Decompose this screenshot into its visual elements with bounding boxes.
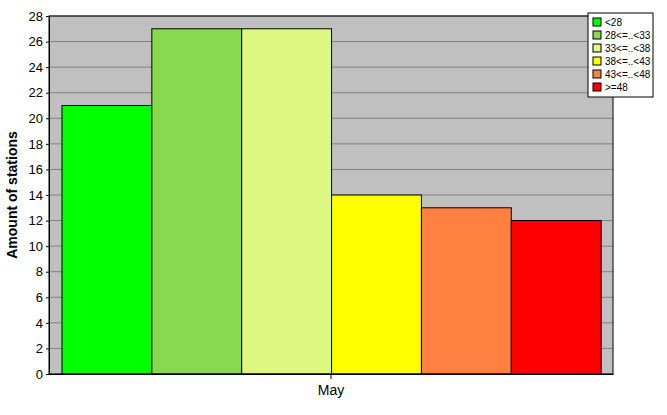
y-tick-label: 24	[29, 60, 43, 75]
legend: <28 28<=..<33 33<=..<38 38<=..<43 43<=..<48 >…	[588, 13, 653, 97]
y-tick-mark	[46, 323, 49, 324]
y-tick-label: 14	[29, 188, 43, 203]
legend-label: 33<=..<38	[605, 43, 651, 54]
y-tick-mark	[46, 16, 49, 17]
y-tick-mark	[46, 67, 49, 68]
legend-label: 28<=..<33	[605, 30, 651, 41]
x-tick-label: May	[318, 382, 344, 398]
y-tick-label: 6	[36, 290, 43, 305]
y-tick-label: 12	[29, 213, 43, 228]
y-tick-mark	[46, 118, 49, 119]
legend-label: 38<=..<43	[605, 56, 651, 67]
legend-label: >=48	[605, 82, 628, 93]
y-tick-label: 0	[36, 367, 43, 382]
y-tick-label: 8	[36, 264, 43, 279]
legend-swatch	[593, 70, 601, 78]
legend-swatch	[593, 18, 601, 26]
y-tick-mark	[46, 374, 49, 375]
legend-swatch	[593, 57, 601, 65]
y-tick-label: 10	[29, 239, 43, 254]
legend-box	[588, 13, 653, 97]
y-tick: 22	[29, 85, 49, 100]
y-tick-label: 26	[29, 34, 43, 49]
legend-item: 43<=..<48	[593, 69, 651, 80]
bar	[242, 29, 332, 374]
legend-label: <28	[605, 17, 622, 28]
chart: 0246810121416182022242628MayAmount of st…	[0, 0, 667, 415]
y-tick-mark	[46, 144, 49, 145]
y-tick: 6	[36, 290, 49, 305]
y-tick-mark	[46, 297, 49, 298]
y-tick: 2	[36, 341, 49, 356]
y-tick-label: 18	[29, 137, 43, 152]
legend-item: >=48	[593, 82, 628, 93]
y-tick: 12	[29, 213, 49, 228]
y-tick: 28	[29, 9, 49, 24]
plot-frame	[49, 16, 613, 374]
y-tick-mark	[46, 42, 49, 43]
y-tick-mark	[46, 93, 49, 94]
bar	[421, 208, 511, 374]
y-tick-mark	[46, 221, 49, 222]
y-tick-label: 28	[29, 9, 43, 24]
legend-item: 33<=..<38	[593, 43, 651, 54]
legend-item: <28	[593, 17, 622, 28]
plot-background	[49, 16, 613, 374]
y-tick: 24	[29, 60, 49, 75]
y-tick-mark	[46, 272, 49, 273]
y-tick: 26	[29, 34, 49, 49]
y-axis: 0246810121416182022242628	[29, 9, 50, 382]
y-axis-title: Amount of stations	[4, 131, 20, 259]
y-tick-label: 20	[29, 111, 43, 126]
bar	[62, 106, 152, 375]
plot: 0246810121416182022242628May	[29, 9, 614, 399]
y-tick-mark	[46, 348, 49, 349]
x-tick: May	[318, 374, 344, 398]
legend-swatch	[593, 44, 601, 52]
y-tick: 0	[36, 367, 49, 382]
bar	[152, 29, 242, 374]
y-tick-mark	[46, 195, 49, 196]
bars	[62, 29, 601, 374]
legend-swatch	[593, 83, 601, 91]
y-tick-label: 2	[36, 341, 43, 356]
legend-item: 38<=..<43	[593, 56, 651, 67]
y-tick: 14	[29, 188, 49, 203]
grid	[49, 16, 613, 374]
bar	[511, 221, 601, 374]
y-tick: 4	[36, 316, 49, 331]
legend-label: 43<=..<48	[605, 69, 651, 80]
y-tick: 18	[29, 137, 49, 152]
legend-item: 28<=..<33	[593, 30, 651, 41]
y-tick: 20	[29, 111, 49, 126]
y-tick: 8	[36, 264, 49, 279]
y-tick: 16	[29, 162, 49, 177]
y-tick-label: 16	[29, 162, 43, 177]
x-axis: May	[50, 374, 614, 398]
y-tick: 10	[29, 239, 49, 254]
legend-swatch	[593, 31, 601, 39]
y-tick-label: 4	[36, 316, 43, 331]
y-tick-mark	[46, 246, 49, 247]
y-axis-line	[49, 17, 50, 375]
y-tick-label: 22	[29, 85, 43, 100]
x-tick-mark	[331, 374, 332, 379]
bar	[332, 195, 422, 374]
y-tick-mark	[46, 169, 49, 170]
